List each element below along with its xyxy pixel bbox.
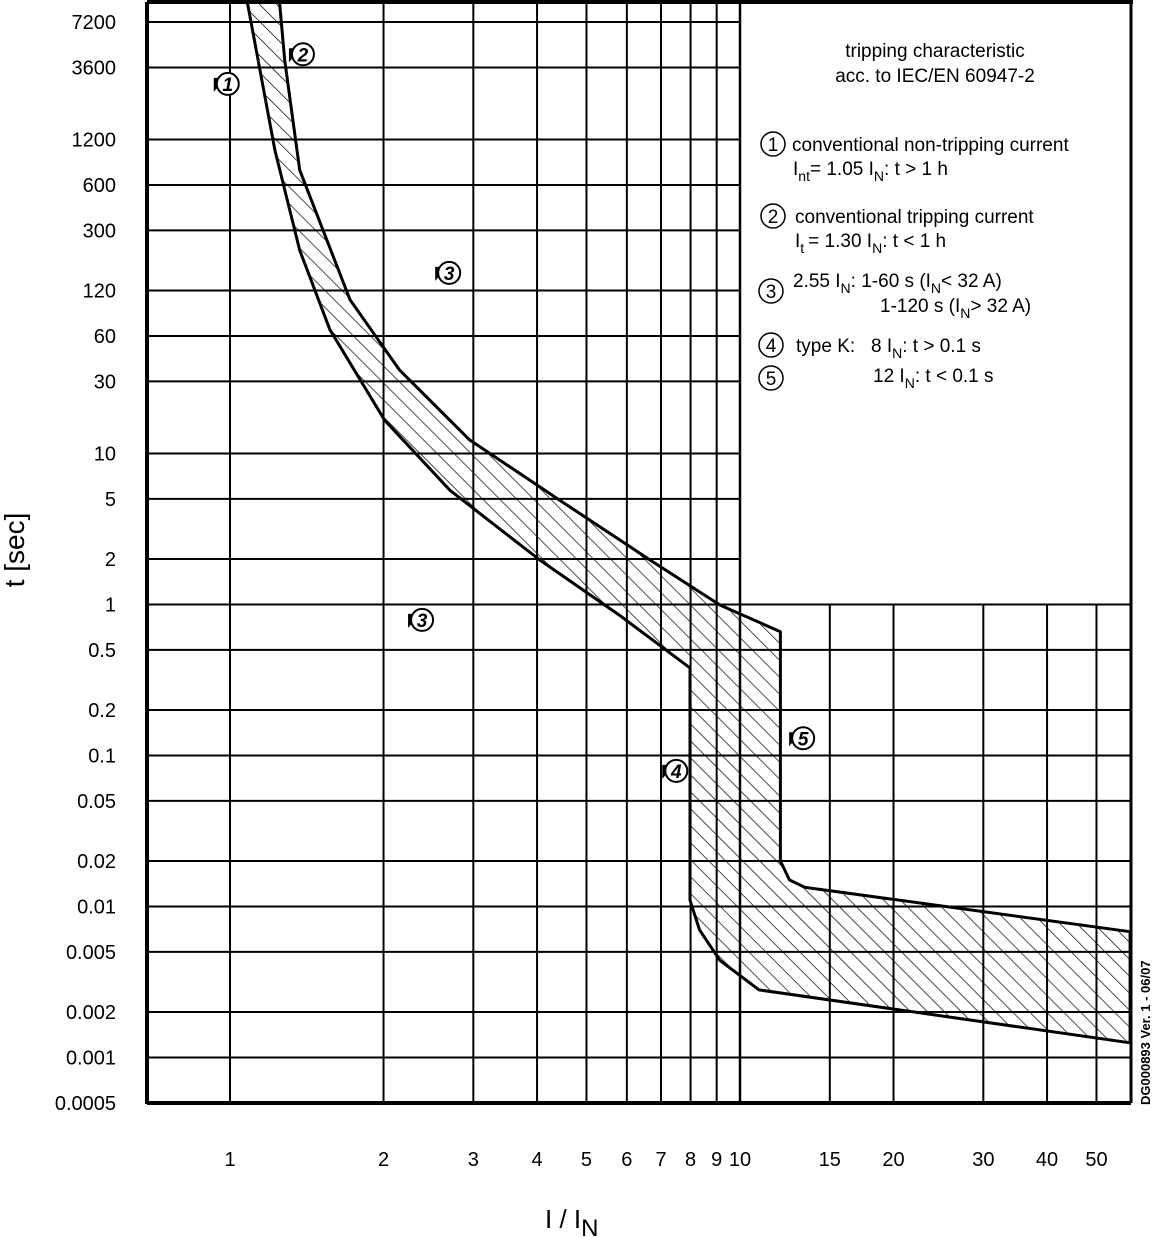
x-tick-label: 9 bbox=[711, 1149, 722, 1171]
x-tick-label: 50 bbox=[1085, 1149, 1107, 1171]
x-tick-label: 4 bbox=[531, 1149, 542, 1171]
y-tick-label: 600 bbox=[83, 175, 116, 197]
y-tick-label: 1 bbox=[105, 594, 116, 616]
legend-marker-4-num: 4 bbox=[766, 336, 777, 357]
y-tick-labels: 7200 3600 1200 600 300 120 60 30 10 5 2 1 0.5 0.2 0.1 0… bbox=[55, 12, 116, 1115]
legend-3-line1: 2.55 IN: 1-60 s (IN< 32 A) bbox=[793, 271, 1002, 296]
y-tick-label: 1200 bbox=[72, 130, 117, 152]
y-tick-label: 0.05 bbox=[77, 791, 116, 813]
y-tick-label: 300 bbox=[83, 220, 116, 242]
legend-marker-4 bbox=[758, 332, 784, 358]
marker-label: 3 bbox=[444, 264, 455, 285]
marker-circle bbox=[215, 71, 240, 96]
x-tick-label: 8 bbox=[685, 1149, 696, 1171]
y-tick-label: 0.0005 bbox=[55, 1093, 116, 1115]
marker-label: 4 bbox=[670, 762, 682, 783]
y-tick-label: 2 bbox=[105, 549, 116, 571]
marker-5: 5 bbox=[789, 726, 816, 751]
y-tick-label: 0.005 bbox=[66, 942, 116, 964]
grid bbox=[147, 2, 1131, 1104]
x-tick-label: 3 bbox=[468, 1149, 479, 1171]
chart-subtitle: acc. to IEC/EN 60947-2 bbox=[835, 66, 1035, 87]
x-tick-label: 5 bbox=[581, 1149, 592, 1171]
marker-3: 3 bbox=[408, 607, 435, 632]
legend-marker-5-num: 5 bbox=[766, 369, 777, 390]
y-tick-label: 0.01 bbox=[77, 896, 116, 918]
legend-marker-2 bbox=[760, 203, 786, 229]
legend-1-line2: Int= 1.05 IN: t > 1 h bbox=[793, 159, 948, 184]
x-axis-label: I / IN bbox=[545, 1204, 598, 1237]
legend-2-line1: conventional tripping current bbox=[795, 207, 1034, 228]
marker-label: 1 bbox=[222, 75, 233, 96]
marker-3: 3 bbox=[435, 260, 462, 285]
x-tick-label: 15 bbox=[819, 1149, 841, 1171]
legend-2-line2: It = 1.30 IN: t < 1 h bbox=[795, 231, 946, 256]
marker-circle bbox=[664, 758, 689, 783]
x-tick-label: 10 bbox=[729, 1149, 751, 1171]
y-tick-label: 0.1 bbox=[88, 745, 116, 767]
marker-circle bbox=[791, 726, 816, 751]
legend-marker-2-num: 2 bbox=[768, 207, 779, 228]
chart-title: tripping characteristic bbox=[845, 41, 1025, 62]
y-tick-label: 30 bbox=[94, 371, 116, 393]
x-tick-label: 2 bbox=[378, 1149, 389, 1171]
x-tick-label: 30 bbox=[972, 1149, 994, 1171]
legend: 1 conventional non-tripping current Int=… bbox=[758, 131, 1069, 391]
legend-marker-5 bbox=[758, 365, 784, 391]
legend-5-line1: 12 IN: t < 0.1 s bbox=[873, 366, 994, 391]
x-tick-labels: 1 2 3 4 5 6 7 8 9 10 15 20 30 40 50 bbox=[224, 1149, 1107, 1171]
y-axis-label: t [sec] bbox=[0, 513, 30, 588]
y-tick-label: 120 bbox=[83, 281, 116, 303]
legend-marker-3 bbox=[758, 278, 784, 304]
legend-marker-1 bbox=[760, 131, 786, 157]
markers: 1 2 3 3 4 5 bbox=[213, 42, 816, 783]
marker-1: 1 bbox=[213, 71, 240, 96]
y-tick-label: 10 bbox=[94, 443, 116, 465]
marker-circle bbox=[410, 607, 435, 632]
tripping-band-area bbox=[245, 2, 1131, 1045]
y-tick-label: 5 bbox=[105, 489, 116, 511]
x-tick-label: 40 bbox=[1036, 1149, 1058, 1171]
legend-3-line2: 1-120 s (IN> 32 A) bbox=[880, 296, 1031, 321]
y-tick-label: 7200 bbox=[72, 12, 117, 34]
y-tick-label: 60 bbox=[94, 326, 116, 348]
x-tick-label: 20 bbox=[882, 1149, 904, 1171]
legend-1-line1: conventional non-tripping current bbox=[792, 135, 1069, 156]
tripping-band bbox=[245, 2, 1131, 1045]
marker-label: 5 bbox=[798, 729, 809, 750]
y-tick-label: 0.2 bbox=[88, 700, 116, 722]
marker-circle bbox=[437, 260, 462, 285]
x-tick-label: 6 bbox=[621, 1149, 632, 1171]
marker-circle bbox=[290, 42, 315, 67]
y-tick-label: 0.001 bbox=[66, 1047, 116, 1069]
y-tick-label: 0.5 bbox=[88, 640, 116, 662]
document-footnote: DG000893 Ver. 1 - 06/07 bbox=[1138, 960, 1153, 1105]
legend-4-line1: type K: 8 IN: t > 0.1 s bbox=[796, 336, 981, 361]
marker-2: 2 bbox=[288, 42, 315, 67]
plot-frame bbox=[145, 0, 1133, 1105]
x-tick-label: 1 bbox=[224, 1149, 235, 1171]
y-tick-label: 3600 bbox=[72, 57, 117, 79]
x-tick-label: 7 bbox=[655, 1149, 666, 1171]
marker-label: 2 bbox=[297, 45, 309, 66]
marker-label: 3 bbox=[417, 611, 428, 632]
y-tick-label: 0.02 bbox=[77, 851, 116, 873]
marker-4: 4 bbox=[662, 758, 689, 783]
y-tick-label: 0.002 bbox=[66, 1002, 116, 1024]
legend-marker-3-num: 3 bbox=[766, 282, 777, 303]
legend-marker-1-num: 1 bbox=[768, 135, 779, 156]
